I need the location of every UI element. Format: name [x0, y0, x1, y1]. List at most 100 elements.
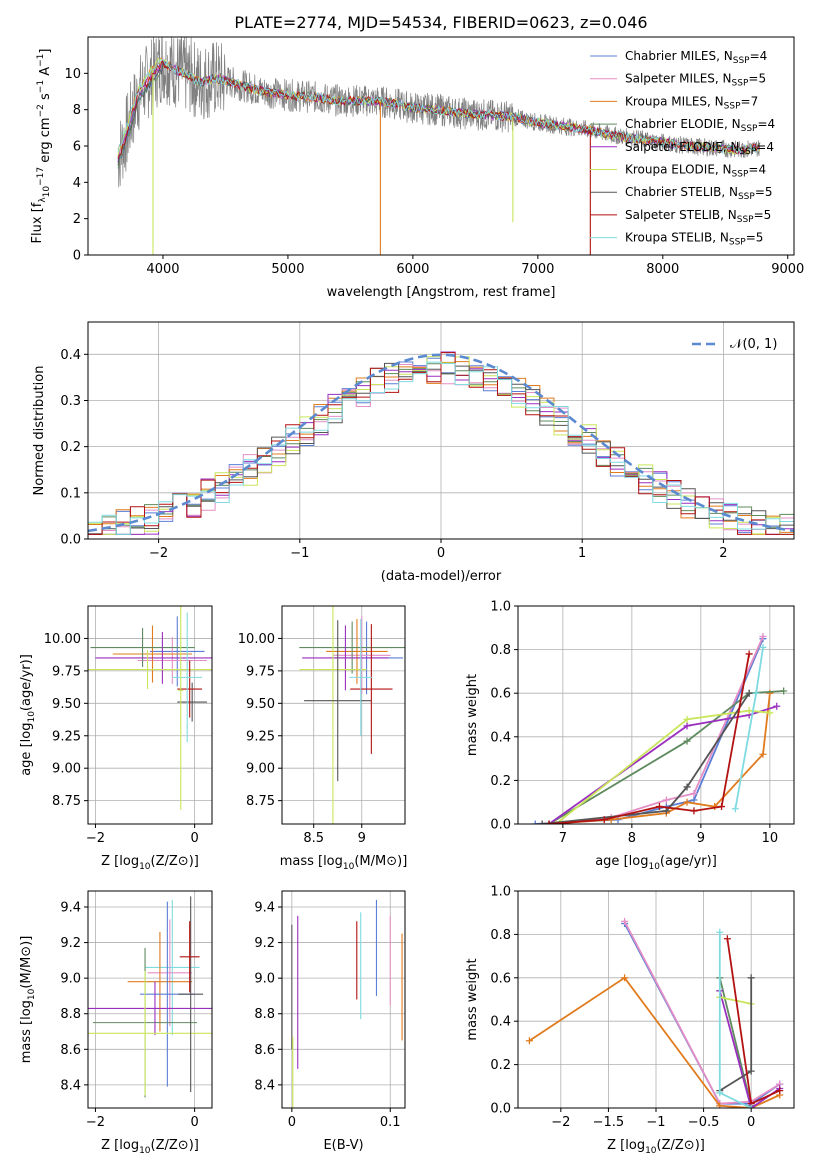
axes-frame — [281, 890, 406, 1109]
legend-label: Chabrier STELIB, NSSP=5 — [625, 185, 773, 202]
y-tick-label: 0.2 — [60, 440, 81, 455]
label-part: (M/M — [19, 957, 34, 989]
label-part: ⊙ — [178, 1138, 189, 1153]
weight-marker — [716, 1089, 724, 1097]
axes-frame — [87, 890, 213, 1109]
weight-line — [542, 692, 750, 824]
plot-area — [525, 917, 784, 1108]
y-tick-label: 8.4 — [60, 1078, 81, 1093]
x-tick-label: −1 — [646, 1115, 665, 1130]
panel-mass-vs-EBV: 0 0.1 8.4 8.6 8.8 9.0 9.2 9.4 E(B-V) — [254, 890, 406, 1153]
label-part: 10 — [645, 1146, 657, 1156]
legend-label: Chabrier ELODIE, NSSP=4 — [625, 117, 775, 134]
y-tick-label: 10.00 — [238, 632, 275, 647]
axes-frame — [281, 605, 406, 825]
weight-marker — [683, 722, 691, 730]
weight-marker — [752, 689, 760, 697]
x-axis-label: Z [log10(Z/Z⊙)] — [101, 1138, 199, 1156]
legend-label: Chabrier MILES, NSSP=4 — [625, 49, 767, 66]
weight-marker — [759, 633, 767, 641]
panel-residuals: 𝒩(0, 1) −2 −1 0 1 2 0.0 0.1 0.2 0.3 0.4 (data-model… — [32, 321, 795, 584]
legend-label: Salpeter STELIB, NSSP=5 — [625, 208, 771, 225]
x-tick-label: 0 — [288, 1115, 296, 1130]
y-tick-label: 9.2 — [60, 936, 81, 951]
y-tick-label: 0.0 — [490, 1102, 511, 1117]
y-tick-label: 0.2 — [490, 1058, 511, 1073]
figure-title: PLATE=2774, MJD=54534, FIBERID=0623, z=0… — [234, 13, 647, 32]
x-tick-label: 0.1 — [380, 1115, 401, 1130]
y-tick-label: 9.25 — [52, 729, 81, 744]
x-tick-label: 1 — [578, 546, 586, 561]
label-part: mass [log — [19, 1000, 34, 1063]
label-part: Z [log — [101, 854, 139, 869]
label-part: ⊙ — [684, 1138, 695, 1153]
label-part: (M/M — [354, 854, 386, 869]
x-axis-label: wavelength [Angstrom, rest frame] — [327, 285, 556, 300]
weight-marker — [662, 807, 670, 815]
y-tick-label: 10 — [64, 67, 81, 82]
y-tick-label: 8.8 — [254, 1007, 275, 1022]
label-part: )] — [397, 854, 407, 869]
x-tick-label: 4000 — [146, 262, 179, 277]
y-axis-label: age [log10(age/yr)] — [19, 654, 37, 776]
x-axis-label: (data-model)/error — [381, 569, 502, 584]
y-tick-label: 9.00 — [246, 762, 275, 777]
weight-marker — [723, 935, 731, 943]
x-tick-label: 9 — [697, 831, 705, 846]
label-part: 10 — [648, 862, 660, 872]
x-tick-label: 7 — [559, 831, 567, 846]
weight-marker — [690, 789, 698, 797]
weight-marker — [621, 917, 629, 925]
legend-label: 𝒩(0, 1) — [730, 337, 777, 352]
label-part: ] — [38, 49, 53, 54]
x-tick-label: −0.5 — [688, 1115, 720, 1130]
y-tick-label: 0.3 — [60, 394, 81, 409]
label-part: −2 — [36, 104, 46, 117]
plot-area — [291, 899, 403, 1108]
weight-marker — [780, 687, 788, 695]
label-part: )] — [189, 854, 199, 869]
y-tick-label: 9.75 — [246, 664, 275, 679]
y-tick-label: 8.4 — [254, 1078, 275, 1093]
y-tick-label: 9.25 — [246, 729, 275, 744]
x-tick-label: −2 — [86, 1115, 105, 1130]
weight-marker — [747, 974, 755, 982]
weight-marker — [745, 650, 753, 658]
x-tick-label: 8000 — [646, 262, 679, 277]
weight-marker — [683, 798, 691, 806]
plot-area — [88, 351, 794, 535]
legend-label: Kroupa MILES, NSSP=7 — [625, 94, 758, 111]
weight-marker — [655, 803, 663, 811]
y-axis-label: mass weight — [465, 958, 480, 1040]
y-tick-label: 0.4 — [490, 1015, 511, 1030]
label-part: −17 — [36, 167, 46, 186]
label-part: )] — [19, 936, 34, 946]
x-tick-label: 0 — [437, 546, 445, 561]
y-tick-label: 9.2 — [254, 936, 275, 951]
x-tick-label: 9 — [358, 831, 366, 846]
plot-area — [88, 606, 212, 810]
x-tick-label: 2 — [719, 546, 727, 561]
legend-label: Kroupa STELIB, NSSP=5 — [625, 231, 763, 248]
weight-line — [548, 690, 784, 824]
weight-marker — [690, 807, 698, 815]
weight-marker — [745, 707, 753, 715]
y-tick-label: 0.0 — [490, 818, 511, 833]
x-axis-label: E(B-V) — [323, 1138, 363, 1153]
label-part: 10 — [139, 1146, 151, 1156]
label-part: erg cm — [38, 117, 53, 166]
plot-area — [88, 896, 212, 1098]
plot-area — [531, 633, 788, 824]
weight-line — [623, 920, 781, 1105]
weight-marker — [600, 816, 608, 824]
y-tick-label: 8.6 — [254, 1043, 275, 1058]
label-part: Z [log — [101, 1138, 139, 1153]
y-tick-label: 0.8 — [490, 643, 511, 658]
weight-marker — [776, 1087, 784, 1095]
weight-marker — [690, 796, 698, 804]
weight-marker — [718, 803, 726, 811]
label-part: s — [38, 93, 53, 104]
label-part: λ — [38, 197, 48, 203]
